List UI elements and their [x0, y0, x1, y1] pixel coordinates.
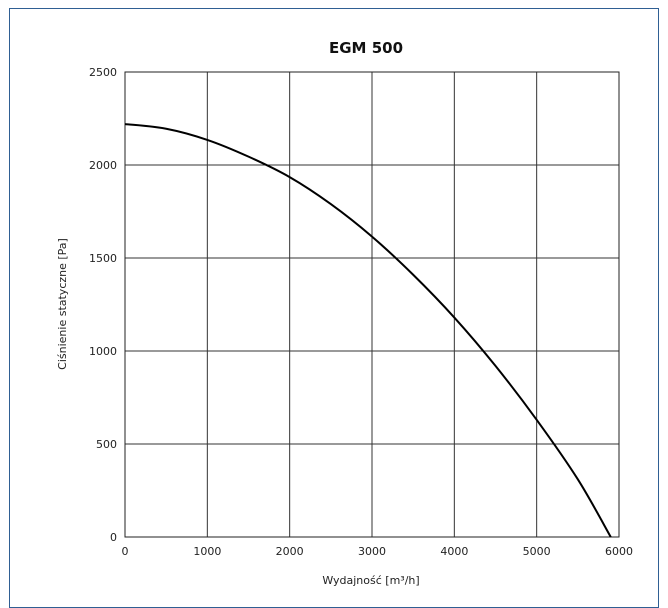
y-tick-label: 2500: [89, 66, 117, 79]
x-tick-label: 1000: [193, 545, 221, 558]
x-tick-label: 4000: [440, 545, 468, 558]
chart: EGM 500 0 1000 2000 3000 4000 5000 6000 0 500 100…: [56, 39, 633, 587]
y-tick-label: 0: [110, 531, 117, 544]
x-tick-label: 3000: [358, 545, 386, 558]
plot-border: [124, 71, 620, 538]
x-tick-label: 0: [122, 545, 129, 558]
y-axis-label: Ciśnienie statyczne [Pa]: [56, 238, 69, 370]
y-tick-label: 2000: [89, 159, 117, 172]
series-line: [124, 123, 612, 538]
y-tick-label: 500: [96, 438, 117, 451]
axes: [124, 71, 620, 538]
x-tick-label: 2000: [276, 545, 304, 558]
y-tick-label: 1000: [89, 345, 117, 358]
tick-labels: 0 1000 2000 3000 4000 5000 6000 0 500 1000 1500 200…: [89, 66, 633, 558]
x-tick-label: 5000: [523, 545, 551, 558]
x-tick-label: 6000: [605, 545, 633, 558]
y-tick-label: 1500: [89, 252, 117, 265]
series-layer: [124, 123, 612, 538]
grid: [124, 71, 620, 538]
x-axis-label: Wydajność [m³/h]: [322, 574, 419, 587]
chart-title: EGM 500: [329, 39, 403, 57]
chart-frame: [9, 8, 659, 608]
